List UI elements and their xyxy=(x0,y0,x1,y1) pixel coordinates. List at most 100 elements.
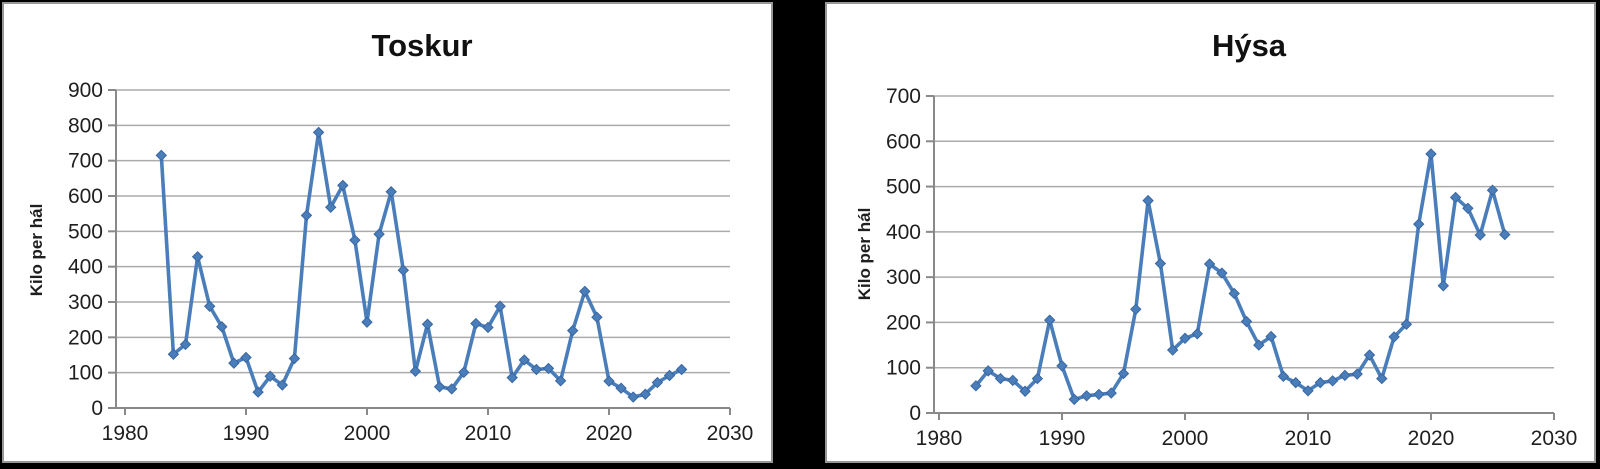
chart-panel-toskur: 0 100 200 300 400 500 600 700 800 900 1980 1990 2000… xyxy=(2,2,773,463)
data-point xyxy=(1019,385,1031,397)
data-point xyxy=(518,354,531,366)
y-tick-label: 300 xyxy=(886,266,921,289)
data-point xyxy=(300,209,313,222)
chart-title: Hýsa xyxy=(1212,28,1287,63)
data-point xyxy=(1191,328,1204,340)
data-point xyxy=(1216,267,1228,279)
y-axis-title: Kilo per hál xyxy=(855,208,874,301)
series-line xyxy=(974,152,1507,402)
data-point xyxy=(579,285,591,298)
data-point xyxy=(994,372,1007,385)
y-tick-label: 500 xyxy=(68,220,103,243)
toskur-chart: 0 100 200 300 400 500 600 700 800 900 1980 1990 2000… xyxy=(27,28,753,445)
y-tick-label: 200 xyxy=(68,326,103,349)
data-point xyxy=(1068,393,1081,406)
y-tick-label: 200 xyxy=(886,311,921,334)
data-point xyxy=(1228,287,1240,300)
data-point xyxy=(1080,390,1093,402)
hysa-plot-area: 0 100 200 300 400 500 600 700 1980 1990 2000 2010 20… xyxy=(886,85,1577,450)
y-tick-label: 0 xyxy=(91,397,103,420)
y-tick-label: 400 xyxy=(68,256,103,279)
y-tick-label: 800 xyxy=(68,114,103,137)
data-point xyxy=(409,365,422,377)
chart-panel-hysa: 0 100 200 300 400 500 600 700 1980 1990 2000 2010 20… xyxy=(825,2,1596,463)
data-point xyxy=(1486,184,1499,196)
data-point xyxy=(627,391,639,403)
data-point xyxy=(324,201,337,214)
x-tick-label: 2010 xyxy=(465,422,512,445)
y-tick-label: 700 xyxy=(68,150,103,173)
data-point xyxy=(349,234,361,246)
chart-title: Toskur xyxy=(371,28,472,63)
data-point xyxy=(1265,330,1277,343)
data-point xyxy=(982,365,994,377)
data-point xyxy=(494,300,506,312)
data-point xyxy=(1203,258,1216,270)
data-point xyxy=(276,379,289,391)
data-point xyxy=(482,321,494,334)
data-point xyxy=(1277,370,1290,383)
data-point xyxy=(433,381,446,393)
data-point xyxy=(1130,303,1142,316)
data-point xyxy=(970,380,982,392)
data-point xyxy=(216,321,228,333)
data-point xyxy=(1093,388,1105,401)
data-point xyxy=(1105,387,1117,399)
y-tick-label: 0 xyxy=(909,402,921,425)
data-point xyxy=(530,363,543,376)
data-point xyxy=(1031,372,1044,385)
data-point xyxy=(1166,344,1179,356)
data-point xyxy=(1388,331,1400,343)
data-point xyxy=(1326,375,1339,387)
y-tick-label: 700 xyxy=(886,85,921,108)
x-tick-label: 2020 xyxy=(1408,427,1455,450)
data-point xyxy=(167,348,180,361)
data-point xyxy=(1499,228,1511,241)
data-point xyxy=(554,375,567,387)
data-point xyxy=(1314,376,1327,389)
x-tick-label: 1990 xyxy=(223,422,270,445)
data-point xyxy=(1449,191,1462,204)
data-point xyxy=(252,386,264,398)
y-tick-label: 600 xyxy=(886,130,921,153)
data-point xyxy=(228,357,240,369)
y-tick-label: 900 xyxy=(68,79,103,102)
data-point xyxy=(1007,374,1019,387)
data-point xyxy=(1117,367,1130,380)
x-tick-label: 2030 xyxy=(1531,427,1578,450)
data-point xyxy=(591,311,603,323)
data-point xyxy=(373,228,385,240)
series-line xyxy=(159,130,684,399)
data-point xyxy=(1043,314,1056,326)
y-tick-label: 400 xyxy=(886,221,921,244)
data-point xyxy=(203,300,216,312)
data-point xyxy=(542,362,555,375)
data-point xyxy=(651,376,664,389)
x-tick-label: 2000 xyxy=(344,422,391,445)
data-point xyxy=(458,366,470,379)
data-point xyxy=(1339,369,1351,382)
data-point xyxy=(1302,385,1314,397)
y-tick-label: 100 xyxy=(886,357,921,380)
x-tick-label: 2010 xyxy=(1285,427,1332,450)
data-point xyxy=(312,126,325,139)
data-point xyxy=(1240,315,1253,328)
toskur-plot-area: 0 100 200 300 400 500 600 700 800 900 1980 1990 2000… xyxy=(68,79,753,445)
data-point xyxy=(445,383,458,395)
data-point xyxy=(191,251,204,263)
data-point xyxy=(1400,318,1413,330)
data-point xyxy=(288,352,301,365)
data-point xyxy=(385,186,397,198)
y-tick-label: 500 xyxy=(886,176,921,199)
data-point xyxy=(337,179,349,192)
data-point xyxy=(1253,339,1265,351)
hysa-chart: 0 100 200 300 400 500 600 700 1980 1990 2000 2010 20… xyxy=(855,28,1577,450)
y-tick-label: 100 xyxy=(68,362,103,385)
data-point xyxy=(470,317,482,330)
y-tick-label: 300 xyxy=(68,291,103,314)
data-point xyxy=(155,149,168,162)
data-point xyxy=(663,369,676,382)
x-tick-label: 2020 xyxy=(586,422,633,445)
data-point xyxy=(1437,280,1450,292)
data-point xyxy=(1289,376,1302,389)
